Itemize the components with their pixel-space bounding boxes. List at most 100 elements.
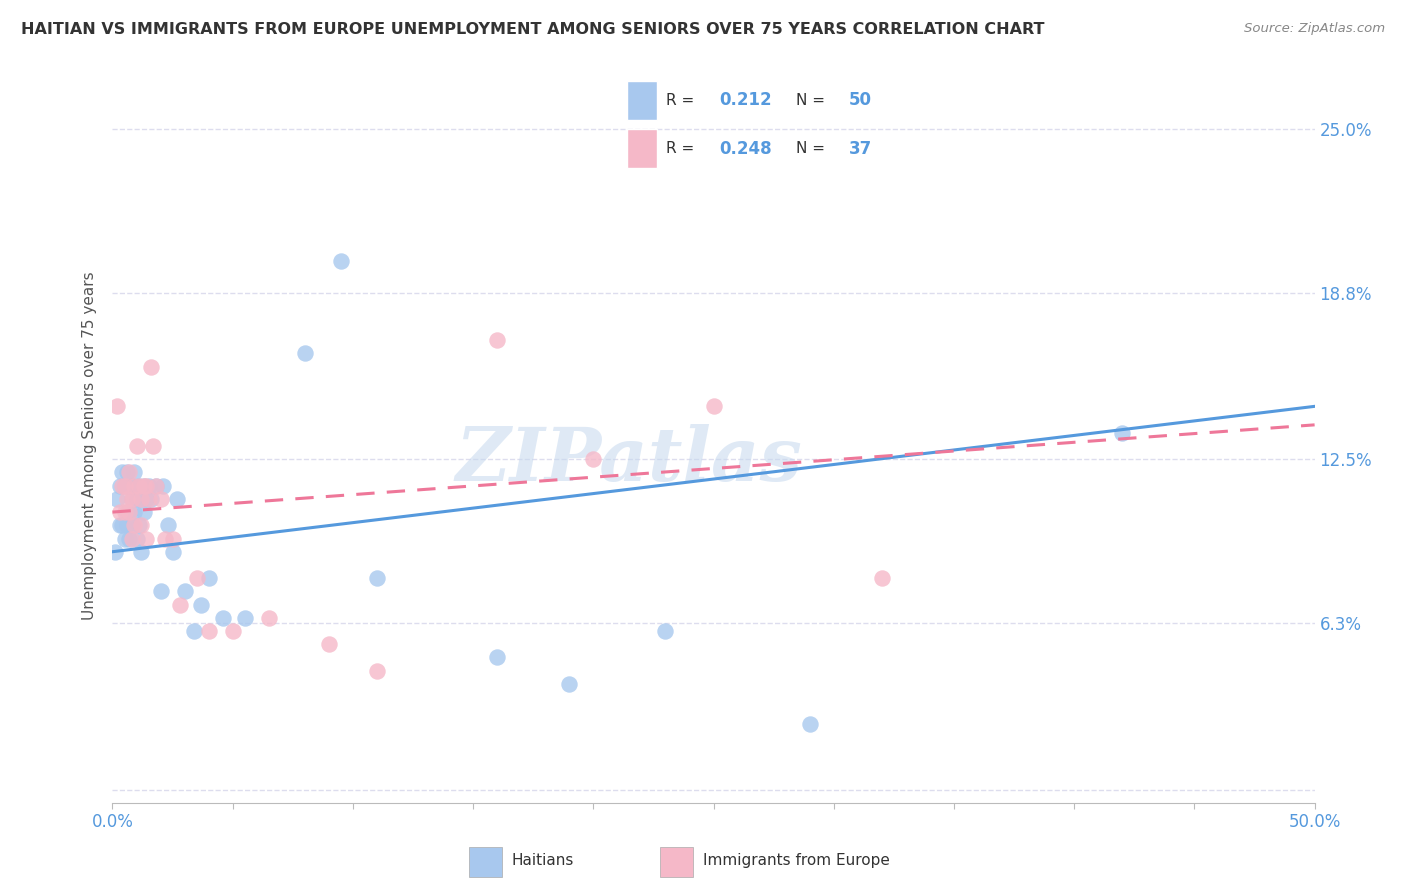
Point (149, 584, 172, 599)
Point (135, 532, 157, 546)
Point (318, 637, 340, 651)
Point (222, 624, 245, 638)
Point (149, 491, 172, 506)
Point (132, 478, 155, 492)
Bar (468, 847, 502, 877)
Point (582, 452, 605, 467)
Point (145, 478, 167, 492)
Point (294, 346, 316, 360)
Point (118, 532, 141, 546)
Point (166, 491, 188, 506)
Text: Immigrants from Europe: Immigrants from Europe (703, 854, 890, 868)
Point (122, 478, 145, 492)
Point (169, 598, 191, 612)
Point (128, 478, 150, 492)
Text: Source: ZipAtlas.com: Source: ZipAtlas.com (1244, 22, 1385, 36)
Point (131, 518, 153, 533)
Point (118, 505, 141, 519)
Point (183, 624, 205, 638)
Point (105, 491, 128, 506)
Point (233, 611, 256, 625)
Point (108, 518, 131, 533)
Point (131, 491, 153, 506)
Point (128, 478, 150, 492)
Point (122, 518, 145, 533)
Point (870, 571, 893, 585)
Point (1111, 425, 1133, 440)
Point (125, 491, 148, 506)
Point (702, 400, 725, 414)
Bar (627, 129, 657, 168)
Point (114, 505, 136, 519)
Point (139, 491, 162, 506)
Point (114, 478, 136, 492)
Point (486, 333, 509, 347)
Text: 0.248: 0.248 (718, 140, 772, 158)
Point (138, 491, 160, 506)
Point (128, 518, 150, 533)
Point (132, 505, 155, 519)
Point (197, 571, 219, 585)
Point (190, 598, 212, 612)
Text: HAITIAN VS IMMIGRANTS FROM EUROPE UNEMPLOYMENT AMONG SENIORS OVER 75 YEARS CORRE: HAITIAN VS IMMIGRANTS FROM EUROPE UNEMPL… (21, 22, 1045, 37)
Point (121, 491, 143, 506)
Point (558, 677, 581, 691)
Point (366, 664, 388, 678)
Point (111, 466, 134, 480)
Bar (627, 81, 657, 120)
Point (156, 518, 179, 533)
Y-axis label: Unemployment Among Seniors over 75 years: Unemployment Among Seniors over 75 years (82, 272, 97, 620)
Point (138, 478, 160, 492)
Text: N =: N = (796, 141, 830, 156)
Text: ZIPatlas: ZIPatlas (456, 424, 803, 497)
Point (121, 478, 143, 492)
Point (173, 584, 195, 599)
Point (139, 359, 162, 374)
Point (122, 505, 145, 519)
Text: 50: 50 (849, 92, 872, 110)
Point (212, 611, 235, 625)
Point (118, 478, 141, 492)
Point (108, 505, 131, 519)
Point (125, 439, 148, 453)
Point (115, 505, 138, 519)
Point (115, 518, 138, 533)
Point (118, 466, 141, 480)
Point (799, 716, 821, 731)
Text: Haitians: Haitians (512, 854, 574, 868)
Point (329, 254, 352, 268)
Point (135, 491, 157, 506)
Point (111, 478, 134, 492)
Point (186, 571, 208, 585)
Text: N =: N = (796, 93, 830, 108)
Point (152, 478, 174, 492)
Point (125, 532, 148, 546)
Point (115, 491, 138, 506)
Point (162, 532, 184, 546)
Point (115, 466, 138, 480)
Point (114, 478, 136, 492)
Point (105, 400, 128, 414)
Point (155, 532, 177, 546)
Point (122, 466, 145, 480)
Point (108, 478, 131, 492)
Point (131, 545, 153, 559)
Text: R =: R = (666, 141, 699, 156)
Text: 0.212: 0.212 (718, 92, 772, 110)
Point (162, 545, 184, 559)
Point (121, 491, 143, 506)
Point (121, 518, 143, 533)
Point (654, 624, 676, 638)
Point (114, 532, 136, 546)
Point (104, 545, 127, 559)
Point (366, 571, 388, 585)
Point (111, 518, 134, 533)
Point (121, 532, 143, 546)
Point (257, 611, 280, 625)
Point (131, 491, 153, 506)
Text: R =: R = (666, 93, 699, 108)
Point (132, 478, 155, 492)
Point (486, 650, 509, 665)
Point (197, 624, 219, 638)
Point (135, 478, 157, 492)
